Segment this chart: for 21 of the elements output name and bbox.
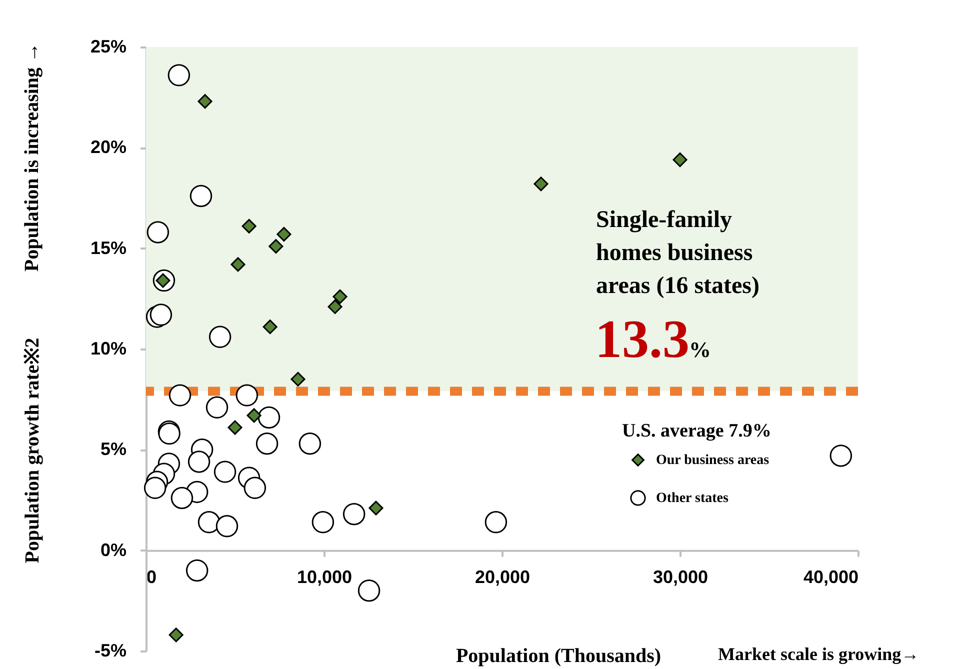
x-tick-label: 30,000 [652, 566, 708, 587]
x-axis-title: Population (Thousands) [456, 644, 662, 667]
y-tick-label: 5% [100, 439, 126, 460]
y-tick-label: 20% [90, 137, 126, 158]
legend-label: Our business areas [656, 453, 770, 468]
y-tick-label: 25% [90, 36, 126, 56]
legend-label: Other states [656, 491, 729, 506]
y-tick-label: -5% [94, 640, 126, 660]
x-tick-label: 0 [146, 566, 157, 587]
x-tick-label: 40,000 [803, 566, 858, 587]
y-axis-title: Population growth rate※2 [22, 338, 44, 564]
x-tick-label: 10,000 [296, 566, 352, 587]
ref-line-label: U.S. average 7.9% [622, 420, 772, 442]
annotation: Single-family homes business areas (16 states) [596, 207, 760, 299]
y-tick-label: 10% [90, 338, 126, 358]
annotation: 13.3% [595, 309, 711, 369]
text: Population is increasing → [21, 42, 43, 272]
annotation: Market scale is growing→ [718, 644, 920, 664]
y-tick-label: 15% [90, 238, 126, 258]
x-tick-label: 20,000 [474, 566, 530, 587]
y-tick-label: 0% [100, 540, 126, 560]
